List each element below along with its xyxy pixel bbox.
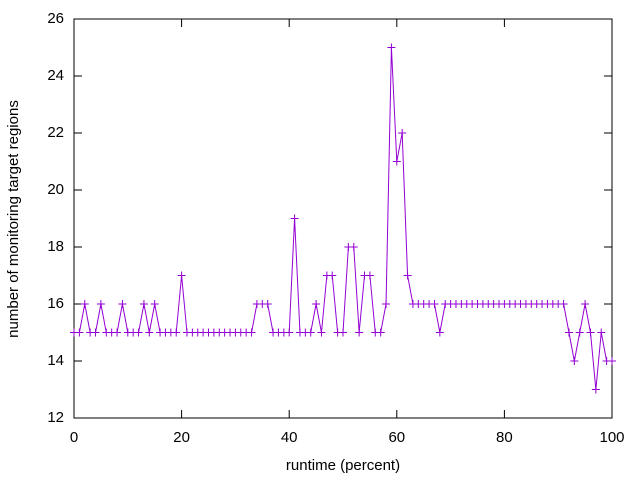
point-marker [559,300,568,308]
point-marker [597,328,606,337]
point-marker [403,271,412,280]
point-marker [430,300,439,308]
point-marker [570,357,579,365]
point-marker [376,328,385,337]
point-marker [586,328,595,337]
point-marker [145,328,154,337]
point-marker [172,328,181,337]
point-marker [177,271,186,280]
y-tick-label: 16 [47,295,64,312]
x-tick-label: 0 [70,429,78,446]
point-marker [349,243,358,251]
x-axis-label: runtime (percent) [286,457,400,474]
point-marker [355,328,364,337]
point-marker [113,328,122,337]
point-marker [75,328,84,337]
x-tick-label: 20 [173,429,190,446]
point-marker [312,300,321,308]
point-marker [435,328,444,337]
x-tick-label: 40 [281,429,298,446]
point-marker [339,328,347,337]
y-tick-label: 22 [47,124,64,141]
point-marker [382,300,391,308]
point-marker [591,385,600,394]
y-tick-label: 26 [47,10,64,27]
point-marker [96,300,105,308]
point-marker [581,300,590,308]
y-tick-label: 14 [47,352,64,369]
x-tick-label: 80 [496,429,513,446]
point-marker [91,328,100,337]
point-marker [150,300,159,308]
point-marker [575,328,584,337]
point-marker [564,328,573,337]
x-tick-label: 100 [599,429,624,446]
point-marker [306,328,315,337]
point-marker [317,328,326,337]
point-marker [285,328,294,337]
y-tick-label: 12 [47,409,64,426]
y-tick-label: 20 [47,181,64,198]
point-marker [392,157,401,166]
point-marker [328,271,337,280]
point-marker [398,129,407,137]
point-marker [118,300,127,308]
point-marker [134,328,143,337]
point-marker [387,43,396,52]
x-tick-label: 60 [388,429,405,446]
point-marker [608,357,616,365]
point-marker [247,328,256,337]
point-marker [139,300,148,308]
point-marker [290,214,299,223]
plot-border [73,18,613,419]
point-marker [365,271,374,280]
point-marker [263,300,272,308]
y-tick-label: 18 [47,238,64,255]
point-marker [80,300,89,308]
y-tick-label: 24 [47,67,64,84]
y-axis-label: number of monitoring target regions [5,100,22,338]
